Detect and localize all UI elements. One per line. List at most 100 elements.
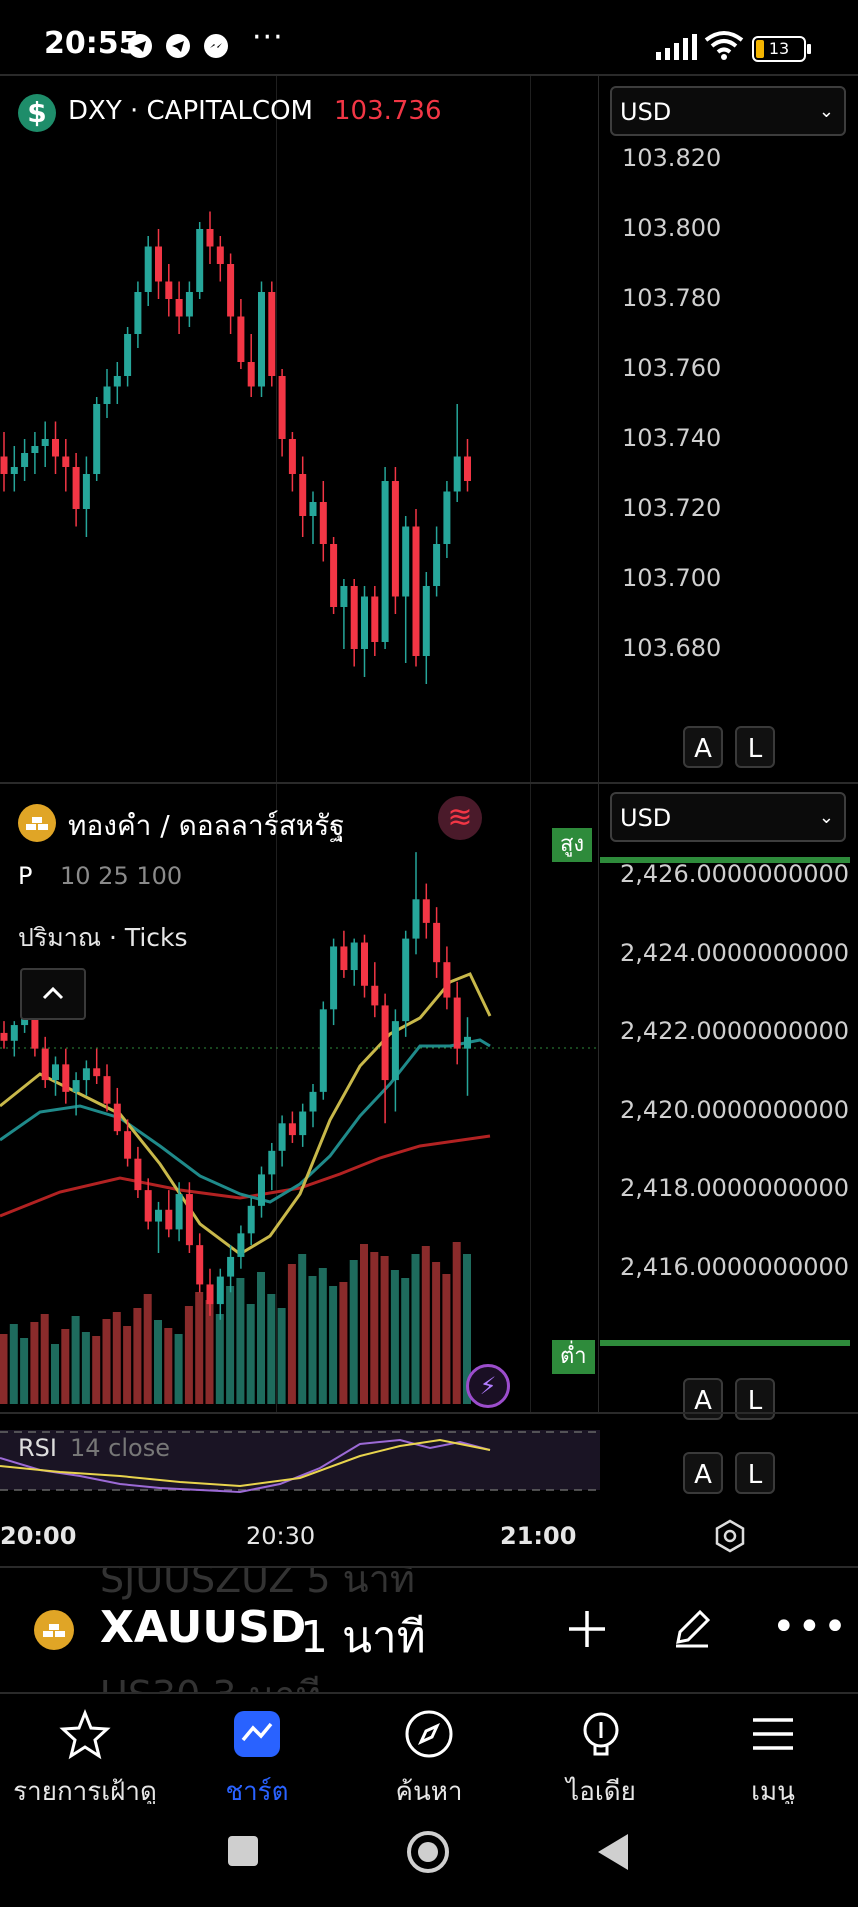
nav-search[interactable]: ค้นหา	[344, 1704, 514, 1812]
gold-candles[interactable]	[0, 784, 600, 1412]
ma-10-line	[0, 972, 492, 1256]
symbol-title[interactable]: ทองคำ / ดอลลาร์สหรัฐ	[68, 809, 345, 842]
candle-body	[237, 316, 245, 362]
symbol-name[interactable]: XAUUSD	[100, 1602, 307, 1653]
volume-bar	[215, 1314, 224, 1404]
volume-bar	[318, 1268, 327, 1404]
candle-body	[288, 439, 296, 474]
chevron-down-icon: ⌄	[818, 101, 834, 122]
volume-bar	[133, 1308, 142, 1404]
ma-25-line	[0, 1038, 491, 1204]
time-tick: 20:00	[0, 1522, 77, 1550]
telegram-icon	[128, 34, 152, 58]
candle-body	[443, 491, 451, 544]
volume-bar	[411, 1254, 420, 1404]
volume-bar	[432, 1262, 441, 1404]
volume-bar	[164, 1328, 173, 1404]
home-icon[interactable]	[406, 1830, 450, 1874]
nav-ideas[interactable]: ไอเดีย	[516, 1704, 686, 1812]
candle-body	[10, 1025, 18, 1041]
price-tick: 103.820	[622, 144, 722, 172]
telegram-icon-2	[166, 34, 190, 58]
candle-body	[299, 474, 307, 516]
candle-body	[175, 1194, 183, 1230]
currency-select[interactable]: USD ⌄	[610, 792, 846, 842]
volume-bar	[81, 1332, 90, 1404]
nav-label: ค้นหา	[395, 1777, 463, 1807]
log-scale-button[interactable]: L	[735, 726, 775, 768]
candle-body	[0, 1032, 8, 1041]
candle-body	[62, 456, 70, 467]
candle-body	[103, 1076, 111, 1104]
candle-body	[330, 544, 338, 607]
candle-body	[196, 1245, 204, 1285]
more-notifications-icon: ···	[252, 20, 284, 55]
nav-chart[interactable]: ชาร์ต	[172, 1704, 342, 1812]
log-scale-button[interactable]: L	[735, 1452, 775, 1494]
nav-label: ไอเดีย	[566, 1777, 636, 1807]
interval-label[interactable]: 1 นาที	[300, 1612, 426, 1663]
candle-body	[113, 1103, 121, 1132]
volume-bar	[0, 1334, 8, 1404]
auto-scale-button[interactable]: A	[683, 726, 723, 768]
time-axis[interactable]: 20:00 20:30 21:00	[0, 1506, 858, 1566]
symbol-bar[interactable]: SJUUSZUZ 5 นาที XAUUSD 1 นาที US30 3 นาท…	[0, 1568, 858, 1692]
candle-body	[268, 1150, 276, 1175]
nav-label: เมนู	[751, 1777, 795, 1807]
volume-bar	[452, 1242, 461, 1404]
wifi-icon	[704, 30, 744, 64]
candle-body	[134, 292, 142, 334]
messenger-icon	[204, 34, 228, 58]
candle-body	[453, 997, 461, 1049]
dxy-candles[interactable]	[0, 76, 598, 782]
nav-menu[interactable]: เมนู	[688, 1704, 858, 1812]
candle-body	[288, 1123, 296, 1136]
candle-body	[361, 596, 368, 649]
candle-body	[185, 1194, 193, 1246]
price-tick: 103.760	[622, 354, 722, 382]
volume-bar	[267, 1294, 276, 1404]
signal-icon	[656, 34, 698, 64]
add-icon[interactable]	[564, 1606, 610, 1656]
volume-bar	[401, 1278, 410, 1404]
rsi-pane[interactable]: RSI 14 close A L	[0, 1414, 858, 1506]
price-tick: 2,416.0000000000	[620, 1253, 850, 1281]
settings-hex-icon[interactable]	[710, 1516, 750, 1560]
volume-bar	[30, 1322, 39, 1404]
candle-body	[216, 246, 224, 264]
indicator-label[interactable]: P	[18, 862, 33, 890]
rsi-label: RSI	[18, 1434, 57, 1462]
volume-bar	[9, 1324, 18, 1404]
volume-bar	[370, 1252, 379, 1404]
symbol-title[interactable]: DXY · CAPITALCOM	[68, 96, 313, 126]
collapse-legend-button[interactable]	[20, 968, 86, 1020]
high-tag: สูง	[552, 828, 593, 862]
low-tag: ต่ำ	[552, 1340, 595, 1374]
volume-bar	[195, 1292, 204, 1404]
candle-body	[433, 544, 441, 586]
more-icon[interactable]: •••	[772, 1604, 849, 1650]
currency-select[interactable]: USD ⌄	[610, 86, 846, 136]
status-bar: 20:55 ··· 13	[0, 0, 858, 74]
candle-body	[21, 453, 29, 467]
candle-body	[185, 292, 193, 317]
candle-body	[412, 526, 420, 656]
candle-body	[412, 899, 420, 939]
back-icon[interactable]	[596, 1832, 630, 1876]
recents-icon[interactable]	[228, 1836, 258, 1866]
prev-symbol-ghost: SJUUSZUZ 5 นาที	[100, 1568, 415, 1601]
nav-watchlist[interactable]: รายการเฝ้าดู	[0, 1704, 170, 1812]
volume-bar	[360, 1244, 368, 1404]
candle-body	[247, 1205, 255, 1234]
auto-scale-button[interactable]: A	[683, 1452, 723, 1494]
volume-bar	[329, 1286, 338, 1404]
pencil-icon[interactable]	[668, 1604, 716, 1656]
rsi-lines	[0, 1431, 600, 1494]
dxy-pane: $ DXY · CAPITALCOM 103.736 USD ⌄ 103.820 1…	[0, 76, 858, 782]
volume-label[interactable]: ปริมาณ · Ticks	[18, 923, 188, 952]
volume-bar	[112, 1312, 121, 1404]
waves-icon[interactable]: ≋	[438, 796, 482, 840]
lightning-icon[interactable]: ⚡	[466, 1364, 510, 1408]
price-tick: 103.740	[622, 424, 722, 452]
candle-body	[464, 1036, 471, 1049]
